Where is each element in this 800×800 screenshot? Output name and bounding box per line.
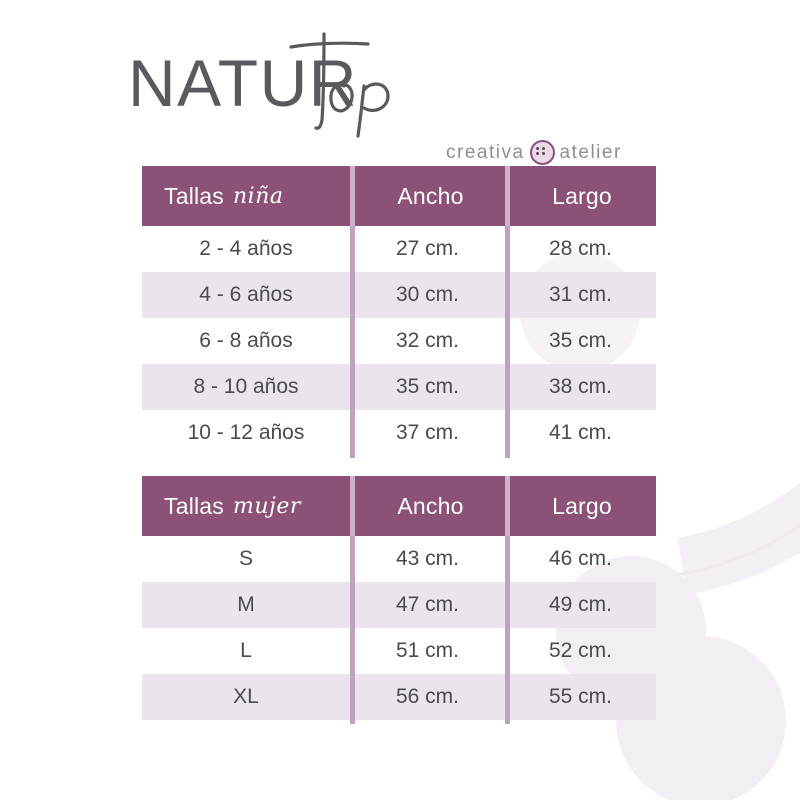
table-row: 2 - 4 años 27 cm. 28 cm. xyxy=(142,226,656,272)
column-divider-ancho xyxy=(350,536,355,724)
header-divider-1 xyxy=(350,476,355,536)
cell-size: M xyxy=(237,593,255,616)
table-header-mujer: Tallas mujer Ancho Largo xyxy=(142,476,656,536)
size-table-mujer: Tallas mujer Ancho Largo S 43 cm. 46 cm.… xyxy=(142,476,656,724)
cell-largo: 49 cm. xyxy=(548,593,613,616)
table-body-ninas: 2 - 4 años 27 cm. 28 cm. 4 - 6 años 30 c… xyxy=(142,226,656,456)
cell-largo: 38 cm. xyxy=(548,375,613,398)
header-divider-2 xyxy=(505,166,510,226)
brand-word-atelier: atelier xyxy=(559,141,622,163)
button-icon xyxy=(529,140,555,165)
cell-largo: 52 cm. xyxy=(548,639,613,662)
header-cell-ancho: Ancho xyxy=(397,492,464,519)
table-row: S 43 cm. 46 cm. xyxy=(142,536,656,582)
column-divider-ancho xyxy=(350,226,355,458)
cell-size: XL xyxy=(233,685,259,708)
header-cell-sizes: Tallas mujer xyxy=(142,476,353,536)
column-divider-largo xyxy=(505,536,510,724)
cell-size: L xyxy=(240,639,252,662)
cell-ancho: 27 cm. xyxy=(395,237,460,260)
header-divider-1 xyxy=(350,166,355,226)
table-header-ninas: Tallas niña Ancho Largo xyxy=(142,166,656,226)
brand-logo: NATUR creativa atelier xyxy=(128,28,668,165)
cell-ancho: 43 cm. xyxy=(395,547,460,570)
table-row: 6 - 8 años 32 cm. 35 cm. xyxy=(142,318,656,364)
cell-ancho: 30 cm. xyxy=(395,283,460,306)
cell-largo: 41 cm. xyxy=(548,421,613,444)
header-cell-sizes: Tallas niña xyxy=(142,166,353,226)
header-label-mujer: mujer xyxy=(233,493,301,519)
logo-script-top xyxy=(289,32,390,138)
brand-word-creativa: creativa xyxy=(446,141,525,163)
cell-size: 2 - 4 años xyxy=(199,237,293,260)
header-divider-2 xyxy=(505,476,510,536)
cell-size: 10 - 12 años xyxy=(187,421,305,444)
header-cell-ancho: Ancho xyxy=(397,182,464,209)
cell-largo: 46 cm. xyxy=(548,547,613,570)
table-row: 4 - 6 años 30 cm. 31 cm. xyxy=(142,272,656,318)
table-row: 8 - 10 años 35 cm. 38 cm. xyxy=(142,364,656,410)
column-divider-largo xyxy=(505,226,510,458)
header-cell-largo: Largo xyxy=(552,492,612,519)
creativa-atelier-lockup: creativa atelier xyxy=(446,140,622,165)
header-cell-largo: Largo xyxy=(552,182,612,209)
logo-word-natur: NATUR xyxy=(128,46,358,120)
table-row: 10 - 12 años 37 cm. 41 cm. xyxy=(142,410,656,456)
cell-largo: 31 cm. xyxy=(548,283,613,306)
header-label-nina: niña xyxy=(233,183,284,209)
cell-ancho: 32 cm. xyxy=(395,329,460,352)
cell-size: 6 - 8 años xyxy=(199,329,293,352)
cell-size: 4 - 6 años xyxy=(199,283,293,306)
cell-size: S xyxy=(238,547,253,570)
cell-size: 8 - 10 años xyxy=(193,375,299,398)
size-table-ninas: Tallas niña Ancho Largo 2 - 4 años 27 cm… xyxy=(142,166,656,458)
table-row: M 47 cm. 49 cm. xyxy=(142,582,656,628)
table-body-mujer: S 43 cm. 46 cm. M 47 cm. 49 cm. L 51 cm.… xyxy=(142,536,656,720)
table-row: XL 56 cm. 55 cm. xyxy=(142,674,656,720)
cell-largo: 28 cm. xyxy=(548,237,613,260)
cell-ancho: 56 cm. xyxy=(395,685,460,708)
naturtop-wordmark: NATUR xyxy=(128,32,390,138)
cell-ancho: 35 cm. xyxy=(395,375,460,398)
cell-largo: 35 cm. xyxy=(548,329,613,352)
cell-largo: 55 cm. xyxy=(548,685,613,708)
header-label-tallas: Tallas xyxy=(164,492,225,519)
table-row: L 51 cm. 52 cm. xyxy=(142,628,656,674)
cell-ancho: 37 cm. xyxy=(395,421,460,444)
header-label-tallas: Tallas xyxy=(164,182,225,209)
cell-ancho: 47 cm. xyxy=(395,593,460,616)
cell-ancho: 51 cm. xyxy=(395,639,460,662)
